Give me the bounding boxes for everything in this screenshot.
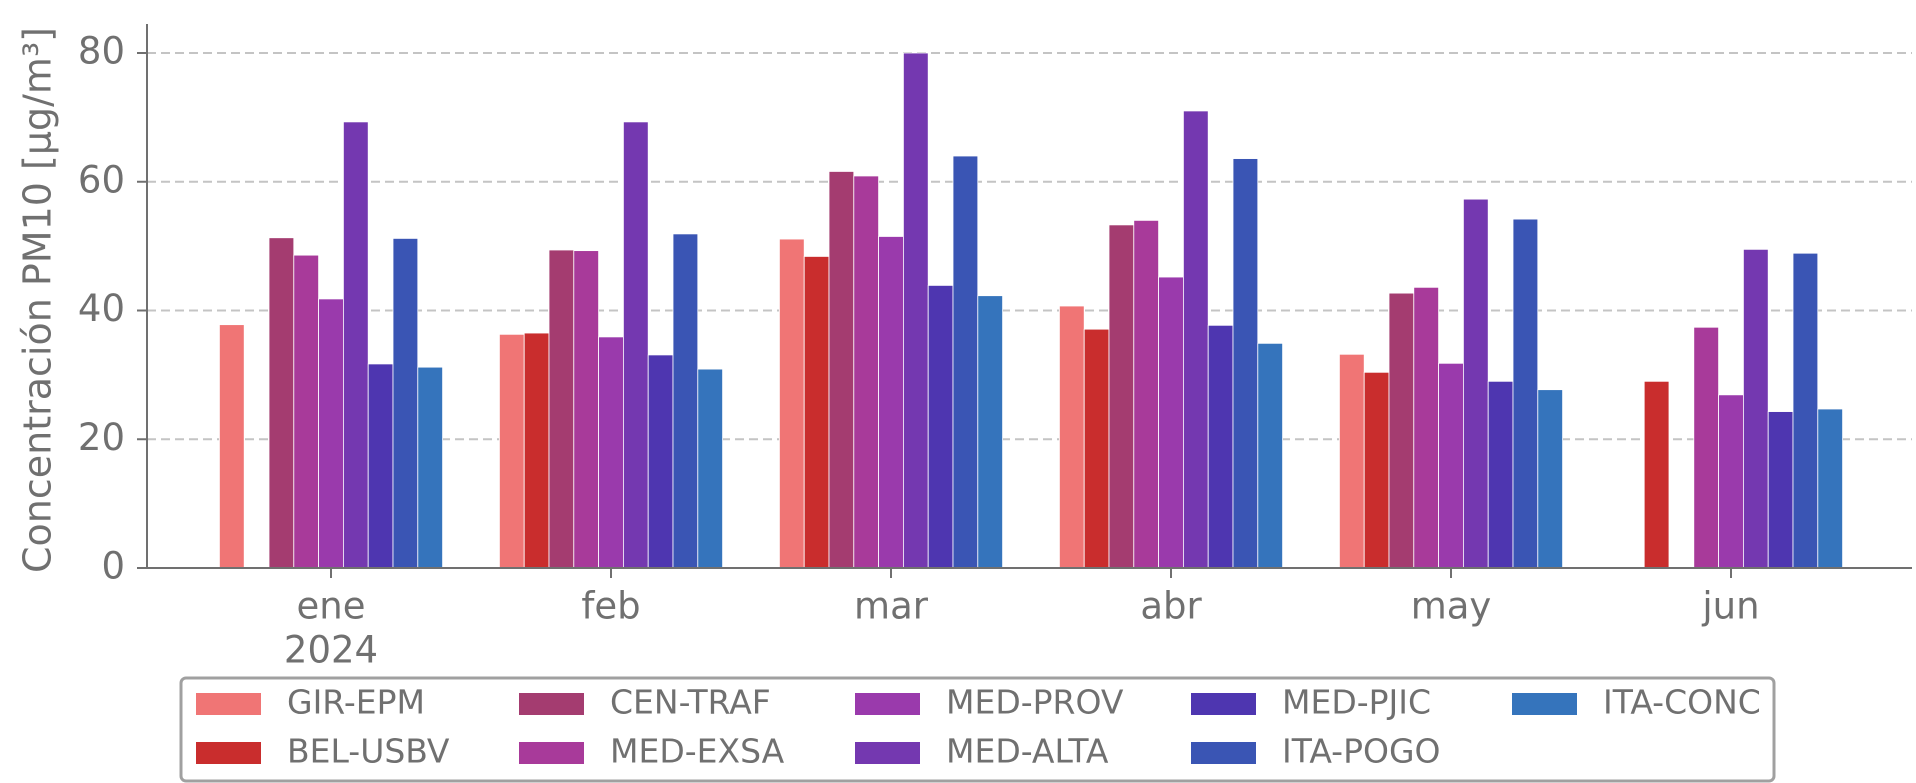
bar (218, 324, 245, 569)
bar (1339, 353, 1365, 569)
bar (647, 354, 674, 569)
bar (697, 368, 723, 569)
bar (977, 295, 1003, 569)
bar (903, 52, 929, 569)
bar (392, 237, 419, 569)
bar (1537, 389, 1564, 569)
bar (523, 332, 550, 569)
bar (1083, 328, 1110, 569)
bar (1438, 362, 1464, 569)
y-tick-label: 40 (78, 287, 125, 330)
bar (878, 236, 904, 569)
bar (1183, 110, 1209, 569)
bar (1743, 248, 1769, 569)
bar (1158, 276, 1184, 569)
bar (1207, 324, 1234, 569)
x-tick-label: abr (1140, 585, 1202, 628)
bar (672, 233, 699, 569)
bar (1643, 380, 1670, 569)
legend-label: CEN-TRAF (610, 683, 771, 722)
bar (853, 175, 879, 569)
bar (342, 121, 369, 569)
bar (623, 121, 649, 569)
bar (1108, 224, 1135, 569)
x-tick-label: jun (1701, 585, 1759, 628)
legend-swatch (855, 693, 920, 715)
legend-label: MED-PROV (946, 683, 1124, 722)
bar (1257, 342, 1284, 569)
legend-swatch (1512, 693, 1577, 715)
bar (828, 171, 855, 569)
legend-swatch (855, 742, 920, 764)
bar (598, 336, 624, 569)
bar (1512, 218, 1539, 569)
bar (952, 155, 979, 569)
bar (1693, 326, 1720, 569)
x-year-label: 2024 (284, 629, 378, 672)
bar (268, 237, 295, 569)
legend-swatch (1191, 693, 1256, 715)
bar (803, 256, 830, 569)
x-tick-label: may (1411, 585, 1492, 628)
legend-label: GIR-EPM (287, 683, 425, 722)
legend-swatch (196, 693, 261, 715)
bar (1463, 198, 1489, 569)
legend-label: MED-PJIC (1282, 683, 1431, 722)
legend-swatch (519, 742, 584, 764)
legend-label: BEL-USBV (287, 732, 450, 771)
bar (1487, 380, 1514, 569)
bar (417, 366, 443, 569)
legend-label: MED-ALTA (946, 732, 1109, 771)
bar (779, 238, 805, 569)
legend-label: ITA-POGO (1282, 732, 1441, 771)
bar (573, 250, 599, 569)
bar (367, 363, 394, 569)
legend-swatch (519, 693, 584, 715)
bar (548, 249, 575, 569)
bar (927, 284, 954, 569)
x-tick-label: feb (581, 585, 640, 628)
bar (1363, 371, 1390, 569)
bar (1792, 252, 1819, 569)
bar (293, 254, 319, 569)
legend-label: ITA-CONC (1603, 683, 1761, 722)
legend-swatch (1191, 742, 1256, 764)
bar (1767, 411, 1794, 569)
bar (1718, 394, 1744, 569)
bar (1232, 158, 1259, 569)
legend-label: MED-EXSA (610, 732, 785, 771)
bar (1059, 305, 1085, 569)
y-tick-label: 80 (78, 30, 125, 73)
y-tick-label: 20 (78, 416, 125, 459)
bar (498, 333, 525, 569)
x-tick-label: ene (297, 585, 366, 628)
bar (1133, 219, 1160, 569)
bar (1413, 286, 1440, 569)
x-tick-label: mar (854, 585, 929, 628)
bar (318, 298, 344, 569)
bar (1817, 408, 1844, 569)
legend-swatch (196, 742, 261, 764)
y-tick-label: 0 (101, 545, 125, 588)
y-axis-label: Concentración PM10 [μg/m³] (16, 27, 60, 573)
bar (1388, 292, 1415, 569)
y-tick-label: 60 (78, 158, 125, 201)
